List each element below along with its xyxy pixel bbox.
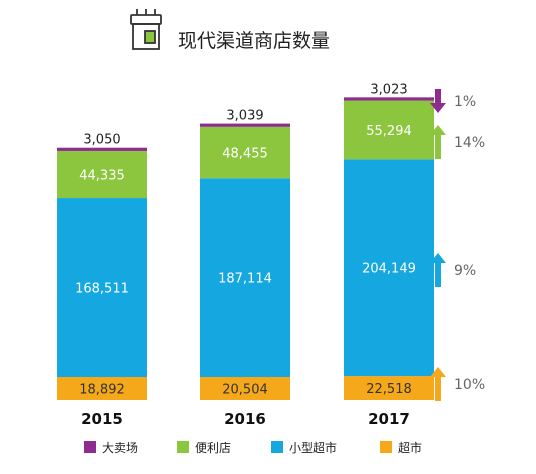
- legend: 大卖场 便利店 小型超市 超市: [84, 440, 422, 455]
- bar-segment: [57, 198, 147, 377]
- bar-segment: [57, 150, 147, 199]
- bar-segment: [200, 377, 290, 400]
- legend-swatch: [84, 441, 96, 453]
- legend-swatch: [177, 441, 189, 453]
- down-arrow-icon: [430, 89, 446, 113]
- bar-segment: [200, 126, 290, 179]
- data-label: 3,023: [370, 82, 407, 97]
- bar-segment: [344, 100, 434, 160]
- x-tick-label: 2016: [224, 410, 266, 428]
- up-arrow-icon: [430, 253, 446, 287]
- page-title: 现代渠道商店数量: [178, 30, 330, 52]
- bar-segment: [200, 178, 290, 377]
- growth-label: 14%: [454, 135, 485, 151]
- data-label: 3,050: [83, 133, 120, 148]
- data-label: 204,149: [362, 262, 416, 277]
- up-arrow-icon: [430, 125, 446, 159]
- bar-segment: [344, 97, 434, 101]
- bar-segment: [344, 159, 434, 377]
- bars-layer: [57, 97, 434, 400]
- data-label: 48,455: [222, 147, 268, 162]
- data-label: 187,114: [218, 272, 272, 287]
- labels-layer: 18,892 168,511 44,335 3,050 2015 20,504 187,11…: [75, 82, 416, 428]
- data-label: 55,294: [366, 124, 412, 139]
- up-arrow-icon: [430, 367, 446, 401]
- x-tick-label: 2017: [368, 410, 410, 428]
- legend-label: 小型超市: [289, 440, 337, 455]
- data-label: 3,039: [226, 109, 263, 124]
- x-tick-label: 2015: [81, 410, 123, 428]
- growth-label: 1%: [454, 94, 476, 110]
- growth-layer: 1% 14% 9% 10%: [430, 89, 485, 401]
- data-label: 20,504: [222, 383, 268, 398]
- store-icon: [130, 9, 162, 50]
- growth-label: 10%: [454, 377, 485, 393]
- legend-swatch: [271, 441, 283, 453]
- bar-segment: [57, 377, 147, 400]
- data-label: 168,511: [75, 282, 129, 297]
- bar-segment: [200, 123, 290, 127]
- legend-label: 大卖场: [102, 441, 138, 455]
- bar-segment: [344, 376, 434, 400]
- legend-swatch: [380, 441, 392, 453]
- data-label: 22,518: [366, 382, 412, 397]
- growth-label: 9%: [454, 263, 476, 279]
- data-label: 44,335: [79, 168, 125, 183]
- legend-label: 超市: [398, 440, 422, 455]
- legend-label: 便利店: [195, 441, 231, 455]
- bar-segment: [57, 147, 147, 151]
- data-label: 18,892: [79, 383, 125, 398]
